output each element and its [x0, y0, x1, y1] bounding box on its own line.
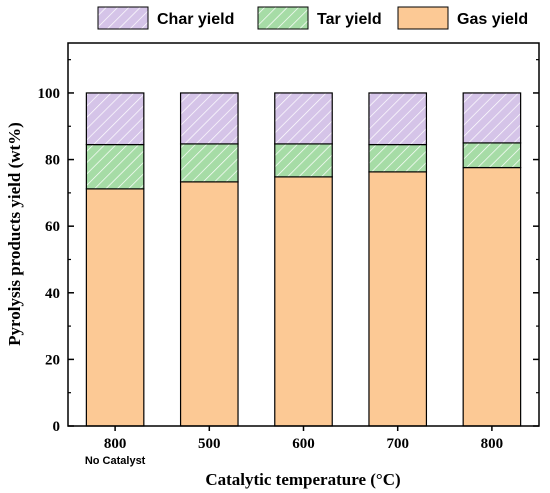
x-axis-title: Catalytic temperature (°C): [205, 470, 400, 489]
legend: Char yield Tar yield Gas yield: [97, 6, 528, 30]
legend-item-tar: Tar yield: [257, 6, 382, 30]
y-tick-label-20: 20: [45, 352, 60, 368]
y-tick-label-100: 100: [38, 86, 61, 102]
bar-char-yield-4: [462, 92, 522, 144]
y-tick-label-40: 40: [45, 286, 60, 302]
y-axis-title: Pyrolysis products yield (wt%): [5, 122, 24, 346]
bar-gas-yield-1: [179, 181, 239, 427]
bar-char-yield-0: [85, 92, 145, 146]
y-tick-label-0: 0: [53, 419, 61, 435]
bar-char-yield-2: [274, 92, 333, 145]
bar-tar-yield-4: [462, 142, 522, 169]
x-tick-label-3: 700: [386, 436, 409, 452]
x-tick-label-2: 600: [292, 436, 315, 452]
bar-tar-yield-2: [274, 143, 333, 178]
bar-tar-yield-0: [85, 143, 145, 190]
bar-char-yield-1: [179, 92, 239, 145]
legend-item-gas: Gas yield: [397, 6, 528, 30]
y-tick-label-60: 60: [45, 219, 60, 235]
legend-item-char: Char yield: [97, 6, 234, 30]
bar-gas-yield-3: [368, 171, 428, 427]
bar-gas-yield-2: [274, 176, 333, 427]
x-tick-label-4: 800: [481, 436, 504, 452]
bar-char-yield-3: [368, 92, 428, 146]
bar-gas-yield-4: [462, 166, 522, 427]
legend-label-tar: Tar yield: [317, 11, 382, 28]
y-tick-label-80: 80: [45, 153, 60, 169]
legend-swatch-gas: [397, 6, 449, 30]
x-axis: 800 No Catalyst 500 600 700 800: [85, 426, 503, 467]
bar-gas-yield-0: [85, 188, 145, 427]
bars-group: [85, 92, 522, 427]
x-tick-sublabel-0: No Catalyst: [85, 455, 146, 467]
bar-tar-yield-1: [179, 143, 239, 183]
y-axis: 0 20 40 60 80 100: [38, 59, 539, 435]
legend-label-char: Char yield: [157, 11, 234, 28]
bar-tar-yield-3: [368, 143, 428, 173]
legend-label-gas: Gas yield: [457, 11, 528, 28]
x-tick-label-0: 800: [104, 436, 127, 452]
x-tick-label-1: 500: [198, 436, 221, 452]
legend-swatch-char: [97, 6, 149, 30]
legend-swatch-tar: [257, 6, 309, 30]
